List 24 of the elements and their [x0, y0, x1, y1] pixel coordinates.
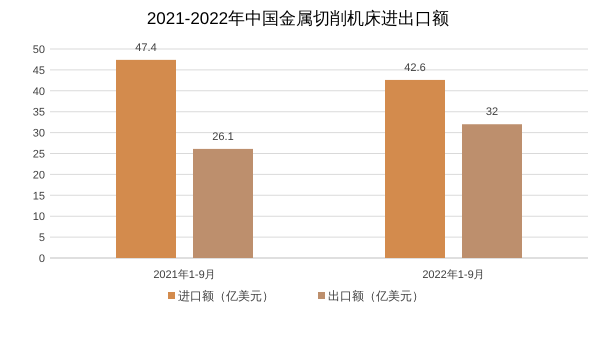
y-tick-label: 45 [32, 64, 45, 77]
x-tick-label: 2022年1-9月 [422, 269, 485, 281]
y-tick-label: 20 [32, 169, 45, 182]
legend-label: 进口额（亿美元） [178, 289, 274, 303]
chart-title: 2021-2022年中国金属切削机床进出口额 [146, 9, 450, 28]
y-tick-label: 15 [32, 190, 45, 202]
y-tick-label: 0 [38, 253, 45, 265]
y-tick-label: 40 [32, 86, 45, 98]
data-label: 32 [486, 106, 498, 118]
y-tick-label: 5 [38, 232, 45, 244]
y-tick-label: 35 [32, 106, 45, 119]
bar [193, 148, 253, 258]
y-tick-label: 25 [32, 148, 45, 160]
y-tick-label: 50 [32, 44, 45, 56]
y-tick-label: 10 [32, 211, 45, 224]
bar [462, 124, 522, 258]
data-label: 26.1 [212, 130, 234, 143]
bar [385, 80, 445, 258]
x-tick-label: 2021年1-9月 [153, 269, 216, 281]
data-label: 47.4 [135, 42, 157, 54]
bar [116, 60, 176, 258]
data-label: 42.6 [404, 62, 426, 74]
legend-label: 出口额（亿美元） [328, 289, 424, 303]
y-tick-label: 30 [32, 128, 45, 140]
